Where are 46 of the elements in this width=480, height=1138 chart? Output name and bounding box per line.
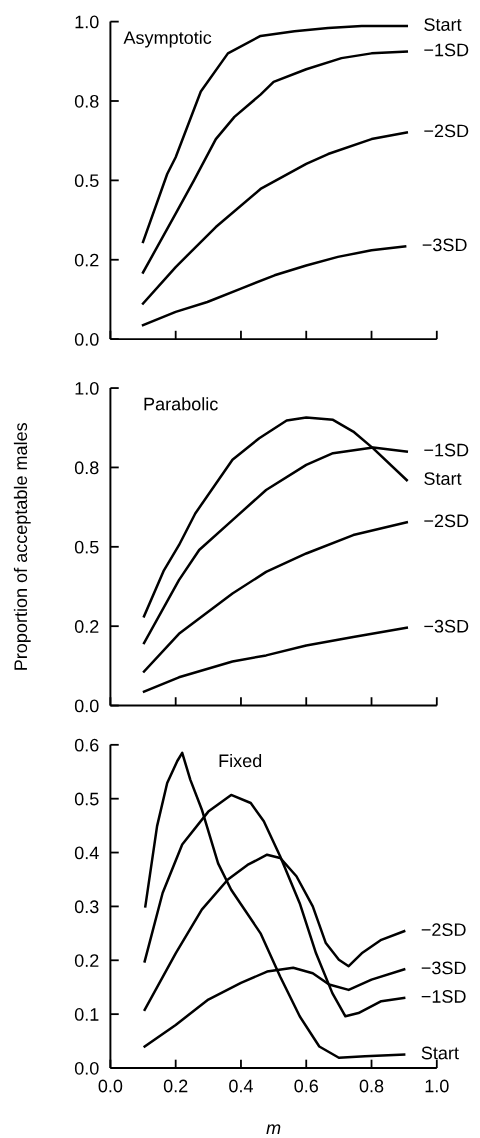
y-tick-label: 1.0 [75, 15, 99, 29]
line-series [141, 245, 407, 327]
y-tick-label: 0.5 [74, 174, 99, 188]
y-tick-label: 0.8 [74, 461, 99, 475]
y-tick-label: 0.0 [74, 1061, 99, 1075]
series-label: −3SD [424, 619, 469, 633]
y-tick-label: 0.5 [74, 792, 99, 806]
series-label: Start [421, 1046, 459, 1060]
y-axis-title: Proportion of acceptable males [13, 423, 31, 670]
line-series [141, 131, 409, 305]
y-tick-label: 0.4 [74, 846, 99, 860]
series-label: −3SD [421, 961, 466, 975]
line-series [142, 626, 409, 693]
series-label: −1SD [421, 990, 466, 1003]
y-tick-label: 0.2 [74, 620, 99, 633]
series-label: −1SD [424, 443, 469, 457]
y-tick-label: 0.8 [74, 94, 99, 108]
series-label: Start [424, 18, 462, 31]
y-tick-label: 0.2 [74, 954, 99, 967]
series-label: Start [424, 472, 462, 485]
x-axis-title: m [266, 1124, 281, 1135]
series-label: −1SD [424, 43, 469, 57]
series-label: −3SD [422, 238, 467, 252]
x-tick-label: 1.0 [425, 1079, 449, 1093]
y-tick-label: 0.2 [74, 253, 99, 267]
chart-title: Asymptotic [123, 30, 212, 48]
x-tick-label: 0.4 [229, 1079, 253, 1093]
line-series [142, 521, 409, 673]
x-tick-label: 0.2 [163, 1079, 188, 1093]
chart-title: Fixed [219, 753, 262, 768]
chart-title: Parabolic [144, 397, 218, 411]
line-series [144, 751, 406, 1060]
x-tick-label: 0.8 [359, 1079, 384, 1093]
series-label: −2SD [424, 514, 469, 528]
y-tick-label: 1.0 [75, 381, 99, 395]
y-tick-label: 0.6 [74, 738, 99, 752]
y-tick-label: 0.0 [74, 699, 99, 713]
line-series [141, 50, 409, 274]
y-tick-label: 0.1 [74, 1008, 99, 1021]
series-label: −2SD [424, 124, 469, 138]
y-tick-label: 0.3 [74, 900, 99, 914]
x-tick-label: 0.0 [98, 1079, 123, 1093]
y-tick-label: 0.5 [74, 540, 99, 554]
series-label: −2SD [421, 923, 466, 937]
x-tick-label: 0.6 [294, 1079, 318, 1093]
y-tick-label: 0.0 [74, 333, 99, 346]
